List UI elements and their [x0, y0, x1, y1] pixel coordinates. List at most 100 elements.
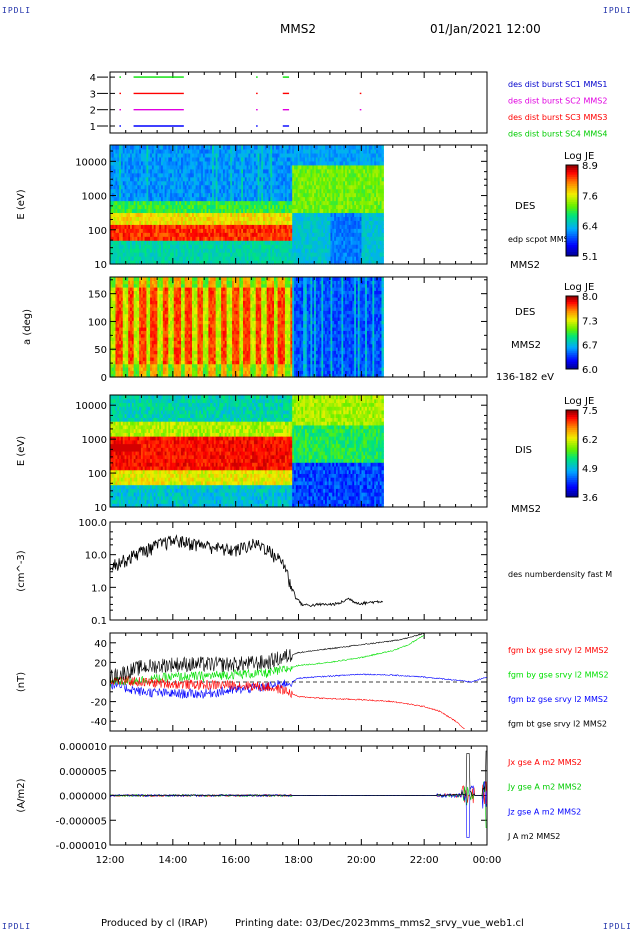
spectrogram-cell [199, 228, 202, 233]
spectrogram-cell [161, 260, 164, 265]
spectrogram-cell [171, 148, 175, 154]
spectrogram-cell [243, 168, 246, 174]
spectrogram-cell [212, 260, 215, 265]
spectrogram-cell [312, 188, 315, 194]
spectrogram-cell [146, 212, 149, 217]
spectrogram-cell [170, 260, 173, 265]
spectrogram-cell [164, 148, 168, 154]
spectrogram-cell [111, 200, 115, 206]
spectrogram-cell [171, 196, 175, 202]
spectrogram-cell [306, 196, 310, 202]
spectrogram-cell [144, 236, 148, 241]
spectrogram-cell [144, 148, 148, 154]
spectrogram-cell [131, 192, 135, 198]
spectrogram-cell [314, 172, 317, 178]
spectrogram-cell [201, 212, 204, 217]
spectrogram-cell [144, 248, 148, 253]
spectrogram-cell [120, 260, 124, 265]
spectrogram-cell [381, 200, 384, 206]
spectrogram-cell [244, 260, 248, 265]
spectrogram-cell [179, 152, 182, 158]
spectrogram-cell [233, 148, 237, 154]
spectrogram-cell [294, 240, 297, 245]
spectrogram-cell [295, 204, 299, 210]
spectrogram-cell [175, 220, 179, 225]
spectrogram-cell [304, 164, 308, 170]
spectrogram-cell [283, 216, 286, 221]
spectrogram-cell [275, 256, 279, 261]
spectrogram-cell [292, 260, 295, 265]
spectrogram-cell [206, 204, 209, 210]
spectrogram-cell [193, 236, 197, 241]
des-scpot-label: edp scpot MMS2 [508, 235, 574, 244]
spectrogram-cell [170, 168, 173, 174]
spectrogram-cell [137, 240, 140, 245]
spectrogram-cell [142, 240, 146, 245]
spectrogram-cell [244, 176, 248, 182]
spectrogram-cell [259, 188, 262, 194]
spectrogram-cell [110, 256, 113, 261]
spectrogram-cell [120, 172, 124, 178]
spectrogram-cell [195, 224, 199, 229]
spectrogram-cell [190, 232, 193, 237]
spectrogram-cell [261, 228, 264, 233]
spectrogram-cell [213, 152, 217, 158]
spectrogram-cell [144, 228, 148, 233]
spectrogram-cell [110, 188, 113, 194]
spectrogram-cell [237, 220, 240, 225]
spectrogram-cell [188, 232, 191, 237]
spectrogram-cell [266, 152, 270, 158]
spectrogram-cell [182, 204, 186, 210]
spectrogram-cell [117, 220, 120, 225]
spectrogram-cell [137, 152, 140, 158]
spectrogram-cell [270, 244, 273, 249]
spectrogram-cell [248, 236, 251, 241]
spectrogram-cell [219, 148, 222, 154]
spectrogram-cell [144, 208, 148, 214]
spectrogram-cell [150, 248, 153, 253]
spectrogram-cell [140, 192, 144, 198]
spectrogram-cell [222, 256, 226, 261]
spectrogram-cell [219, 228, 222, 233]
spectrogram-cell [164, 188, 168, 194]
spectrogram-cell [117, 224, 120, 229]
spectrogram-cell [283, 192, 286, 198]
spectrogram-cell [233, 220, 237, 225]
spectrogram-cell [237, 180, 240, 186]
spectrogram-cell [255, 240, 259, 245]
spectrogram-cell [215, 232, 219, 237]
spectrogram-cell [312, 220, 315, 225]
spectrogram-cell [279, 184, 282, 190]
spectrogram-cell [126, 232, 129, 237]
spectrogram-cell [133, 160, 137, 166]
spectrogram-cell [292, 204, 295, 210]
spectrogram-cell [161, 145, 164, 150]
spectrogram-cell [117, 152, 120, 158]
spectrogram-cell [299, 180, 302, 186]
spectrogram-cell [175, 184, 179, 190]
spectrogram-cell [162, 152, 166, 158]
spectrogram-cell [304, 192, 308, 198]
spectrogram-cell [315, 145, 319, 150]
spectrogram-cell [190, 208, 193, 214]
spectrogram-cell [212, 176, 215, 182]
spectrogram-cell [301, 152, 304, 158]
spectrogram-cell [204, 220, 208, 225]
spectrogram-cell [166, 168, 169, 174]
spectrogram-cell [130, 172, 133, 178]
spectrogram-cell [259, 192, 262, 198]
spectrogram-cell [190, 260, 193, 265]
spectrogram-cell [175, 240, 179, 245]
spectrogram-cell [266, 244, 270, 249]
spectrogram-cell [110, 180, 113, 186]
spectrogram-cell [248, 152, 251, 158]
spectrogram-cell [253, 240, 257, 245]
spectrogram-cell [217, 204, 220, 210]
spectrogram-cell [312, 145, 315, 150]
spectrogram-cell [188, 145, 191, 150]
spectrogram-cell [239, 216, 242, 221]
spectrogram-cell [301, 244, 304, 249]
spectrogram-cell [186, 200, 189, 206]
spectrogram-cell [146, 180, 149, 186]
spectrogram-cell [166, 248, 169, 253]
